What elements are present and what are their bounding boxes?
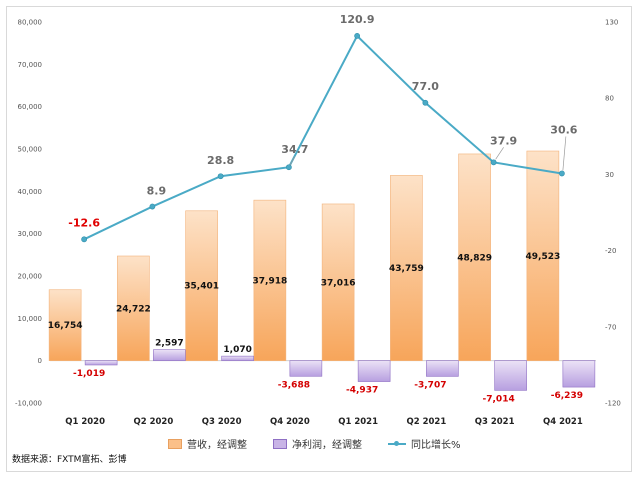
growth-leader-line <box>495 147 504 160</box>
growth-data-label: 34.7 <box>281 143 308 156</box>
net-income-bar <box>357 360 391 382</box>
net-income-bar <box>84 360 118 366</box>
revenue-bar <box>526 150 560 361</box>
net-income-bar <box>562 360 596 388</box>
category-label: Q2 2021 <box>406 417 446 427</box>
right-axis-tick-label: -70 <box>605 323 616 331</box>
right-axis-tick-label: -20 <box>605 247 616 255</box>
net-income-bar <box>289 360 323 377</box>
growth-point <box>285 164 292 171</box>
revenue-bar <box>253 199 287 361</box>
legend-item-revenue: 营收，经调整 <box>168 436 247 451</box>
legend-item-net-income: 净利润，经调整 <box>273 436 362 451</box>
net-income-bar-label: 2,597 <box>155 339 183 349</box>
growth-point <box>149 203 156 210</box>
category-label: Q3 2020 <box>202 417 242 427</box>
revenue-bar <box>390 175 423 361</box>
revenue-bar-label: 48,829 <box>457 253 492 263</box>
revenue-bar <box>117 255 150 361</box>
right-axis-tick-label: 130 <box>605 19 618 27</box>
legend-swatch-net-income <box>273 438 287 449</box>
legend-swatch-growth <box>388 440 406 448</box>
growth-leader-line <box>562 136 567 171</box>
revenue-bar <box>48 289 82 361</box>
revenue-bar-label: 37,016 <box>321 278 356 288</box>
revenue-bar-label: 24,722 <box>116 304 151 314</box>
net-income-bar-label: -4,937 <box>346 386 378 396</box>
right-axis-tick-label: 30 <box>605 171 614 179</box>
growth-data-label: 37.9 <box>490 134 517 147</box>
growth-point <box>558 170 565 177</box>
left-axis-tick-label: 50,000 <box>18 146 43 154</box>
growth-leader-line <box>289 156 296 166</box>
revenue-bar <box>321 203 355 361</box>
net-income-bar <box>426 360 459 377</box>
revenue-bar-label: 16,754 <box>48 321 83 331</box>
legend-item-growth: 同比增长% <box>388 436 461 451</box>
revenue-bar-label: 37,918 <box>253 276 288 286</box>
chart-frame <box>6 6 632 472</box>
left-axis-tick-label: 70,000 <box>18 61 43 69</box>
category-label: Q1 2020 <box>65 417 105 427</box>
left-axis-tick-label: 30,000 <box>18 230 43 238</box>
left-axis-tick-label: 80,000 <box>18 19 43 27</box>
growth-data-label: 77.0 <box>412 80 439 93</box>
growth-line <box>83 34 563 241</box>
net-income-bar-label: -3,707 <box>414 380 446 390</box>
revenue-bar-label: 43,759 <box>389 264 424 274</box>
revenue-bar-label: 49,523 <box>526 252 561 262</box>
growth-point <box>354 32 361 39</box>
net-income-bar-label: -3,688 <box>278 380 310 390</box>
growth-data-label: 28.8 <box>207 154 234 167</box>
left-axis-tick-label: 10,000 <box>18 315 43 323</box>
category-label: Q4 2021 <box>543 417 583 427</box>
growth-point <box>217 173 224 180</box>
legend-label-net-income: 净利润，经调整 <box>292 440 362 451</box>
category-label: Q3 2021 <box>475 417 515 427</box>
revenue-bar-label: 35,401 <box>184 282 219 292</box>
right-axis-tick-label: -120 <box>605 400 621 408</box>
category-label: Q2 2020 <box>133 417 173 427</box>
growth-data-label: 8.9 <box>147 185 167 198</box>
source-note: 数据来源：FXTM富拓、彭博 <box>12 455 127 465</box>
net-income-bar-label: -6,239 <box>551 391 583 401</box>
legend: 营收，经调整 净利润，经调整 同比增长% <box>168 436 461 451</box>
category-label: Q4 2020 <box>270 417 310 427</box>
growth-point <box>490 159 497 166</box>
net-income-bar-label: 1,070 <box>223 345 251 355</box>
legend-label-growth: 同比增长% <box>411 440 461 451</box>
net-income-bar-label: -7,014 <box>483 394 515 404</box>
revenue-bar <box>458 153 491 361</box>
left-axis-tick-label: 0 <box>38 357 42 365</box>
left-axis-tick-label: 20,000 <box>18 273 43 281</box>
net-income-bar <box>153 349 186 361</box>
growth-data-label: 120.9 <box>340 13 375 26</box>
net-income-bar <box>494 360 527 391</box>
right-axis-tick-label: 80 <box>605 95 614 103</box>
net-income-bar <box>221 355 254 361</box>
left-axis-tick-label: 40,000 <box>18 188 43 196</box>
left-axis-tick-label: 60,000 <box>18 103 43 111</box>
growth-data-label: 30.6 <box>550 123 577 136</box>
left-axis-tick-label: -10,000 <box>15 400 42 408</box>
growth-data-label: -12.6 <box>68 216 100 229</box>
legend-swatch-revenue <box>168 438 182 449</box>
growth-point <box>422 99 429 106</box>
revenue-bar <box>185 210 218 361</box>
category-label: Q1 2021 <box>338 417 378 427</box>
net-income-bar-label: -1,019 <box>73 369 105 379</box>
legend-label-revenue: 营收，经调整 <box>187 440 247 451</box>
growth-point <box>81 236 88 243</box>
